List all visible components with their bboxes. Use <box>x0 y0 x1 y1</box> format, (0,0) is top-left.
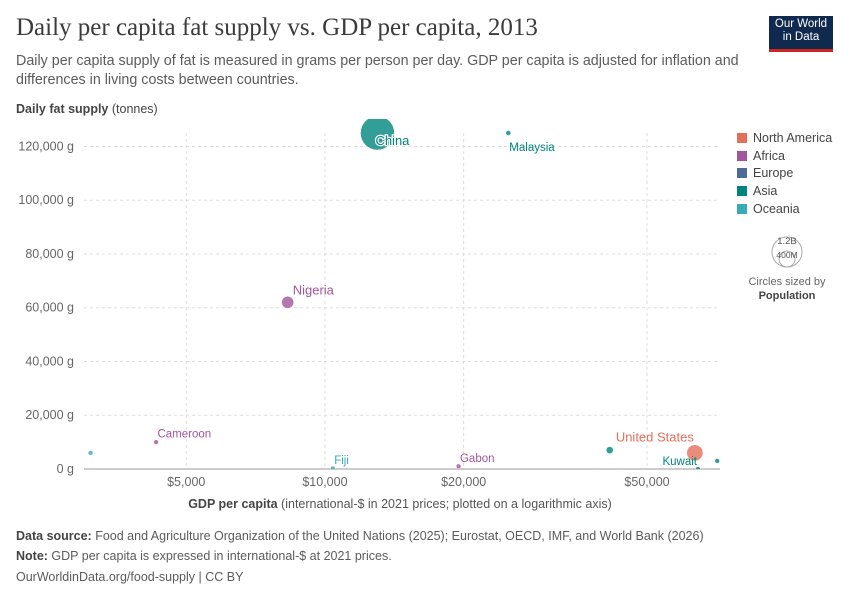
legend-swatch <box>737 203 747 214</box>
y-axis-title-unit: (tonnes) <box>108 102 158 116</box>
data-point[interactable] <box>87 450 94 456</box>
size-legend-circles: 1.2B 400M <box>771 236 803 268</box>
chart-subtitle: Daily per capita supply of fat is measur… <box>16 53 739 88</box>
legend-item-africa[interactable]: Africa <box>737 147 832 165</box>
x-tick-label: $10,000 <box>302 475 347 489</box>
point-label: United States <box>616 430 695 445</box>
point-label: Cameroon <box>157 429 211 441</box>
footer-source: Data source: Food and Agriculture Organi… <box>16 529 704 543</box>
legend-label: Europe <box>753 166 794 181</box>
data-point[interactable] <box>281 296 294 309</box>
data-point[interactable] <box>153 439 159 445</box>
legend-item-north-america[interactable]: North America <box>737 129 832 147</box>
x-axis-title-bold: GDP per capita <box>188 497 278 511</box>
legend-label: Oceania <box>753 201 800 216</box>
footer-url[interactable]: OurWorldinData.org/food-supply | CC BY <box>16 570 244 584</box>
legend-swatch <box>737 185 747 196</box>
data-point[interactable] <box>714 458 720 464</box>
chart-title: Daily per capita fat supply vs. GDP per … <box>16 14 538 41</box>
footer-source-label: Data source: <box>16 529 92 543</box>
legend-item-europe[interactable]: Europe <box>737 164 832 182</box>
size-legend-caption: Circles sized by <box>748 276 826 288</box>
y-axis-title-bold: Daily fat supply <box>16 102 109 116</box>
legend-item-asia[interactable]: Asia <box>737 182 832 200</box>
owid-logo[interactable]: Our World in Data <box>769 16 833 52</box>
y-tick-label: 20,000 g <box>25 408 74 422</box>
footer-note-label: Note: <box>16 549 48 563</box>
legend-item-oceania[interactable]: Oceania <box>737 200 832 218</box>
data-point[interactable] <box>686 444 704 462</box>
data-point[interactable] <box>330 465 336 471</box>
footer-note-text: GDP per capita is expressed in internati… <box>47 549 392 563</box>
logo-line-1: Our World <box>774 18 828 30</box>
data-point[interactable] <box>605 446 614 454</box>
y-tick-label: 60,000 g <box>25 301 74 315</box>
size-legend-variable: Population <box>737 289 837 303</box>
legend: North America Africa Europe Asia Oceania <box>737 129 832 217</box>
y-tick-label: 120,000 g <box>18 139 74 153</box>
x-axis-title: GDP per capita (international-$ in 2021 … <box>0 497 800 511</box>
point-label: Kuwait <box>662 456 697 468</box>
y-tick-label: 100,000 g <box>18 193 74 207</box>
point-label: Malaysia <box>509 142 555 154</box>
x-tick-label: $20,000 <box>441 475 486 489</box>
y-tick-label: 0 g <box>57 462 74 476</box>
legend-swatch <box>737 132 747 143</box>
point-label: Fiji <box>334 455 349 467</box>
legend-swatch <box>737 168 747 179</box>
footer-note: Note: GDP per capita is expressed in int… <box>16 549 392 563</box>
data-point[interactable] <box>505 130 512 136</box>
data-point[interactable] <box>455 463 462 469</box>
footer-source-text: Food and Agriculture Organization of the… <box>91 529 704 543</box>
size-legend-variable-name: Population <box>758 290 816 302</box>
x-tick-label: $50,000 <box>624 475 669 489</box>
legend-swatch <box>737 150 747 161</box>
size-legend-circle-small <box>778 250 796 268</box>
size-legend: 1.2B 400M Circles sized by Population <box>737 226 837 303</box>
y-tick-label: 80,000 g <box>25 247 74 261</box>
x-axis-title-unit: (international-$ in 2021 prices; plotted… <box>277 497 612 511</box>
x-tick-label: $5,000 <box>167 475 205 489</box>
logo-line-2: in Data <box>782 31 820 43</box>
point-label: China <box>375 133 410 148</box>
legend-label: North America <box>753 130 833 145</box>
point-label: Nigeria <box>293 282 335 297</box>
data-point[interactable] <box>695 466 701 472</box>
y-axis-title: Daily fat supply (tonnes) <box>16 102 158 116</box>
legend-label: Africa <box>753 148 785 163</box>
legend-label: Asia <box>753 183 778 198</box>
data-point[interactable] <box>360 116 395 151</box>
size-legend-small-label: 400M <box>776 250 797 260</box>
point-label: Gabon <box>460 453 495 465</box>
y-tick-label: 40,000 g <box>25 354 74 368</box>
size-legend-big-label: 1.2B <box>777 236 797 247</box>
